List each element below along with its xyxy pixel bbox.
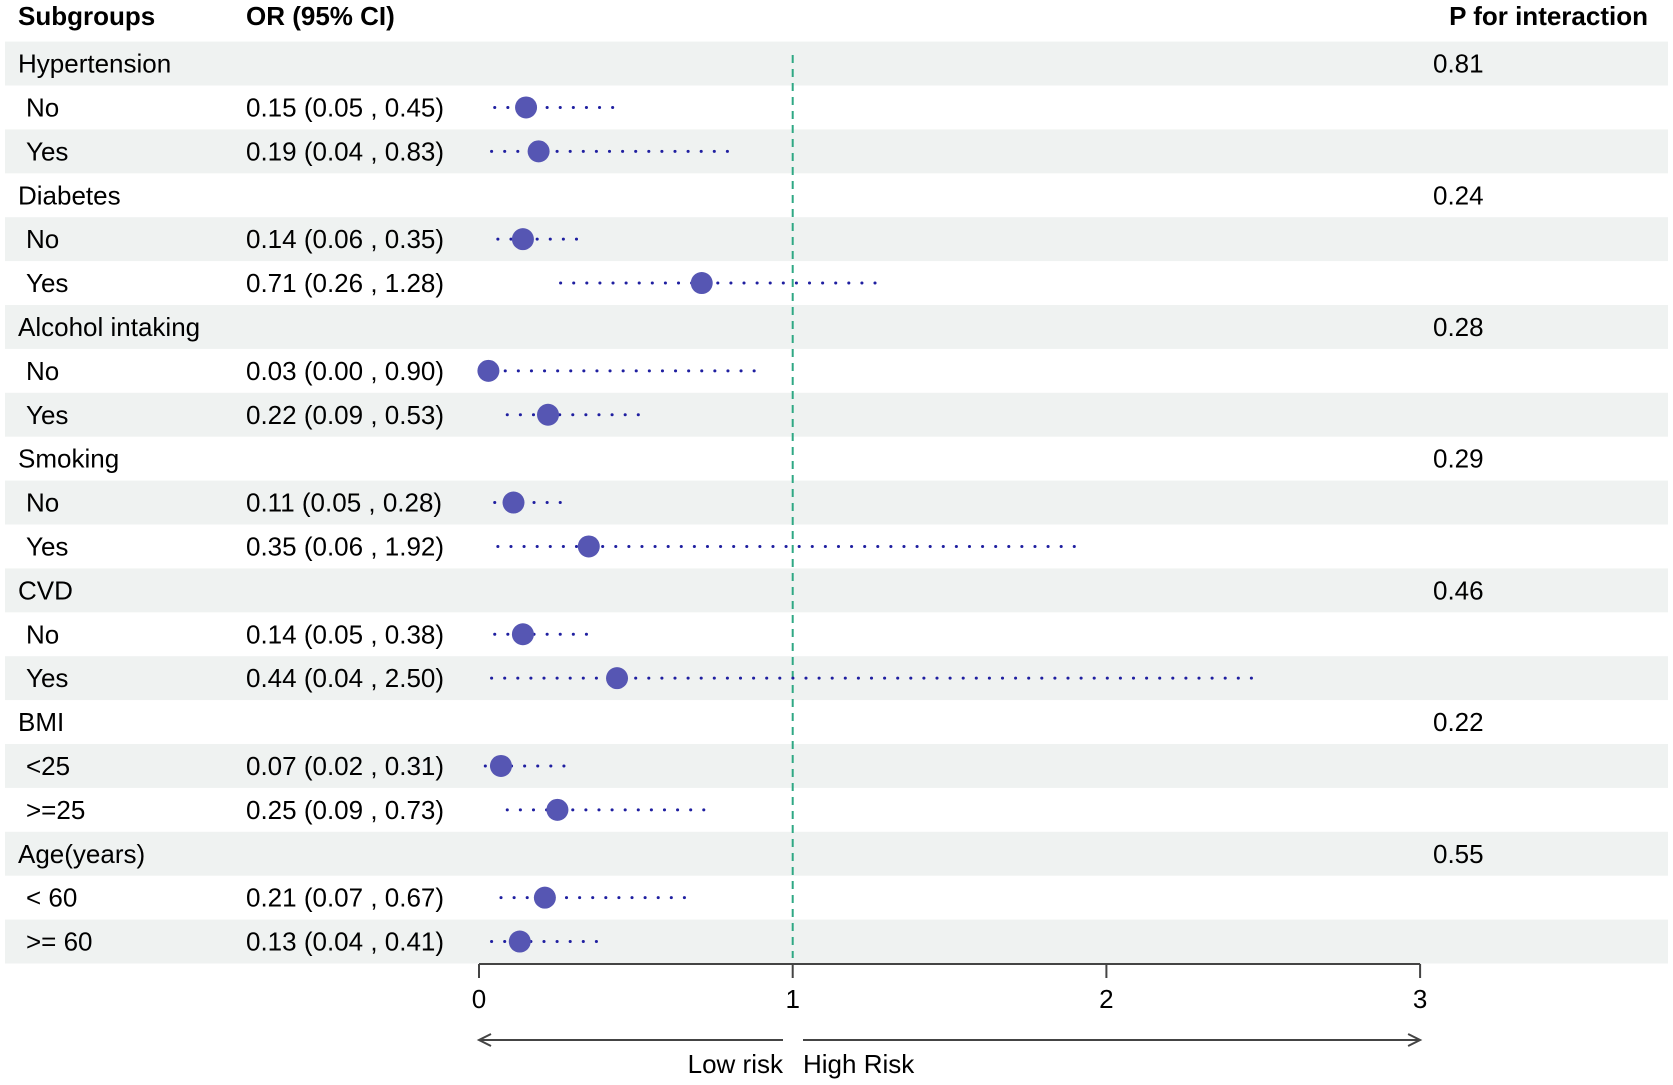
or-point [690,272,713,295]
row-band [5,217,1668,262]
header-p-interaction: P for interaction [1449,1,1648,31]
or-point [508,930,531,953]
p-value: 0.22 [1433,707,1484,737]
or-point [511,623,534,646]
high-risk-label: High Risk [803,1049,915,1079]
row-band [5,129,1668,174]
p-value: 0.81 [1433,49,1484,79]
or-ci-text: 0.44 (0.04 , 2.50) [246,663,444,693]
row-band [5,744,1668,788]
or-ci-text: 0.19 (0.04 , 0.83) [246,136,444,166]
or-point [537,403,560,426]
or-point [515,96,538,119]
x-tick-label: 3 [1413,984,1427,1014]
or-point [546,798,569,821]
subgroup-label: No [26,488,59,518]
or-point [502,491,525,514]
or-ci-text: 0.14 (0.05 , 0.38) [246,619,444,649]
x-tick-label: 0 [472,984,486,1014]
or-point [533,886,556,909]
or-point [577,535,600,558]
or-point [489,754,512,777]
or-ci-text: 0.11 (0.05 , 0.28) [246,488,442,518]
group-label: Age(years) [18,839,145,869]
group-label: Alcohol intaking [18,312,200,342]
or-ci-text: 0.71 (0.26 , 1.28) [246,268,444,298]
header-subgroups: Subgroups [18,1,155,31]
subgroup-label: Yes [26,531,68,561]
low-risk-label: Low risk [688,1049,784,1079]
row-band [5,305,1668,349]
subgroup-label: No [26,92,59,122]
or-point [527,140,550,163]
row-band [5,656,1668,701]
subgroup-label: < 60 [26,883,77,913]
x-tick-label: 2 [1099,984,1113,1014]
p-value: 0.28 [1433,312,1484,342]
or-point [606,667,629,690]
or-point [477,359,500,382]
subgroup-label: >=25 [26,795,85,825]
or-ci-text: 0.14 (0.06 , 0.35) [246,224,444,254]
subgroup-label: Yes [26,663,68,693]
p-value: 0.55 [1433,839,1484,869]
group-label: BMI [18,707,64,737]
p-value: 0.29 [1433,444,1484,474]
or-ci-text: 0.13 (0.04 , 0.41) [246,927,444,957]
or-point [511,228,534,251]
subgroup-label: No [26,356,59,386]
arrow-head-left [476,1033,492,1047]
header-or-ci: OR (95% CI) [246,1,395,31]
row-band [5,919,1668,964]
subgroup-label: >= 60 [26,927,93,957]
subgroup-label: Yes [26,400,68,430]
subgroup-label: Yes [26,136,68,166]
group-label: Smoking [18,444,119,474]
subgroup-label: Yes [26,268,68,298]
group-label: CVD [18,575,73,605]
or-ci-text: 0.03 (0.00 , 0.90) [246,356,444,386]
or-ci-text: 0.15 (0.05 , 0.45) [246,92,444,122]
or-ci-text: 0.35 (0.06 , 1.92) [246,531,444,561]
subgroup-label: No [26,224,59,254]
group-label: Diabetes [18,180,121,210]
row-band [5,41,1668,86]
row-band [5,392,1668,437]
or-ci-text: 0.25 (0.09 , 0.73) [246,795,444,825]
p-value: 0.46 [1433,575,1484,605]
group-label: Hypertension [18,49,171,79]
or-ci-text: 0.21 (0.07 , 0.67) [246,883,444,913]
row-band [5,831,1668,876]
row-band [5,568,1668,613]
or-ci-text: 0.22 (0.09 , 0.53) [246,400,444,430]
subgroup-label: <25 [26,751,70,781]
row-band [5,480,1668,525]
x-tick-label: 1 [785,984,799,1014]
subgroup-label: No [26,619,59,649]
arrow-head-right [1407,1033,1423,1047]
or-ci-text: 0.07 (0.02 , 0.31) [246,751,444,781]
p-value: 0.24 [1433,180,1484,210]
